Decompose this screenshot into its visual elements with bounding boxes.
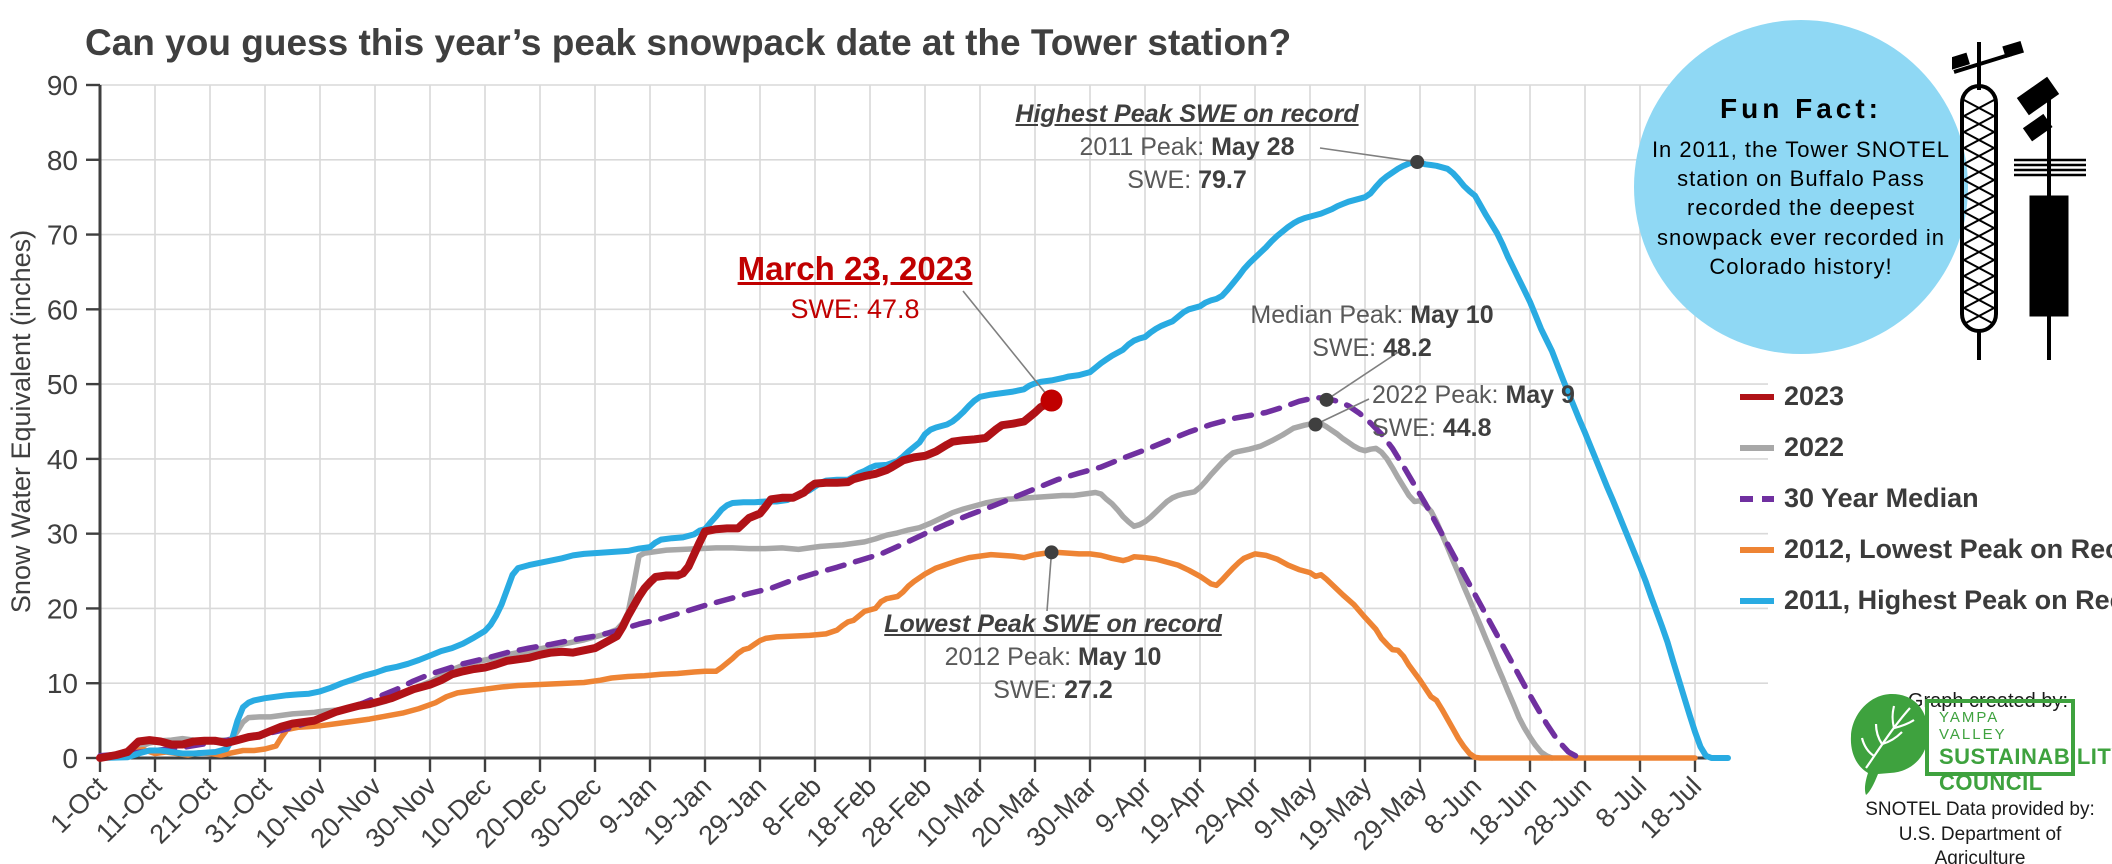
y-tick-label: 50 xyxy=(47,369,78,400)
y-tick-label: 70 xyxy=(47,220,78,251)
legend-swatch xyxy=(1740,393,1774,400)
x-tick-label: 18-Jul xyxy=(1634,771,1707,844)
data-source-note: SNOTEL Data provided by: U.S. Department… xyxy=(1855,798,2105,864)
data-source-line2: U.S. Department of Agriculture xyxy=(1898,823,2062,864)
annotation-highest-peak-line: 2011 Peak: May 28 xyxy=(1079,132,1295,161)
fun-fact-body: In 2011, the Tower SNOTEL station on Buf… xyxy=(1651,136,1951,279)
legend-swatch xyxy=(1740,597,1774,604)
yvsc-leaf-icon xyxy=(1850,694,1928,795)
legend-label: 2022 xyxy=(1784,432,1845,462)
y-tick-label: 0 xyxy=(62,743,78,774)
snotel-station-icon xyxy=(1952,40,2086,360)
annotation-dot-lowest xyxy=(1044,545,1059,560)
leader-line-median xyxy=(1326,350,1401,401)
page-title: Can you guess this year’s peak snowpack … xyxy=(85,22,1292,63)
yvsc-logo-line2: SUSTAINABILITY xyxy=(1939,744,2112,769)
annotation-highest-swe-line: SWE: 79.7 xyxy=(1127,165,1247,194)
legend-item-2011-highest-peak-on-record: 2011, Highest Peak on Record xyxy=(1740,575,2112,626)
annotation-dot-current xyxy=(1040,389,1063,412)
annotation-2022-peak: 2022 Peak: May 9 SWE: 44.8 xyxy=(1372,377,1575,443)
y-tick-label: 60 xyxy=(47,294,78,325)
y-tick-label: 90 xyxy=(47,70,78,101)
legend-item-30-year-median: 30 Year Median xyxy=(1740,473,2112,524)
annotation-lowest-title: Lowest Peak SWE on record xyxy=(884,610,1222,638)
fun-fact-bubble: Fun Fact: In 2011, the Tower SNOTEL stat… xyxy=(1634,20,1968,354)
y-tick-label: 10 xyxy=(47,668,78,699)
annotation-median-swe-line: SWE: 48.2 xyxy=(1312,333,1432,362)
series-2023 xyxy=(96,396,1056,762)
annotation-current-year: March 23, 2023 SWE: 47.8 xyxy=(738,250,973,325)
annotation-lowest-peak: Lowest Peak SWE on record 2012 Peak: May… xyxy=(884,610,1222,704)
fun-fact-title: Fun Fact: xyxy=(1720,92,1882,124)
legend-label: 30 Year Median xyxy=(1784,483,1979,513)
annotation-median-peak: Median Peak: May 10 SWE: 48.2 xyxy=(1250,297,1493,363)
y-tick-label: 20 xyxy=(47,593,78,624)
legend-swatch xyxy=(1740,444,1774,451)
annotation-lowest-peak-line: 2012 Peak: May 10 xyxy=(944,642,1162,671)
legend-label: 2011, Highest Peak on Record xyxy=(1784,585,2112,615)
legend-swatch xyxy=(1740,546,1774,553)
y-tick-label: 40 xyxy=(47,444,78,475)
annotation-current-date: March 23, 2023 xyxy=(737,250,973,287)
series-30-year-median xyxy=(97,394,1583,761)
legend-item-2022: 2022 xyxy=(1740,422,2112,473)
legend-swatch xyxy=(1740,495,1774,502)
annotation-current-swe: SWE: 47.8 xyxy=(790,293,920,324)
legend-label: 2012, Lowest Peak on Record xyxy=(1784,534,2112,564)
leader-line-lowest xyxy=(1046,552,1053,612)
legend-item-2012-lowest-peak-on-record: 2012, Lowest Peak on Record xyxy=(1740,524,2112,575)
annotation-2022-swe-line: SWE: 44.8 xyxy=(1372,413,1492,442)
legend-label: 2023 xyxy=(1784,381,1845,411)
annotation-dot-peak2022 xyxy=(1308,417,1323,432)
annotation-highest-title: Highest Peak SWE on record xyxy=(1015,100,1359,128)
data-source-line1: SNOTEL Data provided by: xyxy=(1865,799,2095,820)
y-tick-label: 80 xyxy=(47,145,78,176)
y-axis-title: Snow Water Equivalent (inches) xyxy=(6,230,36,613)
series-2011-highest-peak-on-record xyxy=(97,159,1731,761)
yvsc-logo: YAMPA VALLEY SUSTAINABILITY COUNCIL xyxy=(1925,699,2112,795)
annotation-median-peak-line: Median Peak: May 10 xyxy=(1250,301,1494,329)
annotation-2022-peak-line: 2022 Peak: May 9 xyxy=(1372,381,1575,409)
annotation-highest-peak: Highest Peak SWE on record 2011 Peak: Ma… xyxy=(1015,100,1358,194)
yvsc-logo-line1: YAMPA VALLEY xyxy=(1939,709,2007,743)
yvsc-logo-line3: COUNCIL xyxy=(1939,770,2043,795)
series-2012-lowest-peak-on-record xyxy=(97,549,1698,761)
annotation-dot-median xyxy=(1319,392,1334,407)
leader-line-peak2022 xyxy=(1315,398,1370,426)
leader-line-highest xyxy=(1319,147,1418,163)
leader-line-current xyxy=(962,290,1053,402)
annotation-dot-highest xyxy=(1410,155,1425,170)
series-2022 xyxy=(97,420,1555,761)
legend-item-2023: 2023 xyxy=(1740,371,2112,422)
legend: 2023 2022 30 Year Median 2012, Lowest Peak … xyxy=(1740,371,2112,626)
y-tick-label: 30 xyxy=(47,519,78,550)
annotation-lowest-swe-line: SWE: 27.2 xyxy=(993,675,1113,704)
